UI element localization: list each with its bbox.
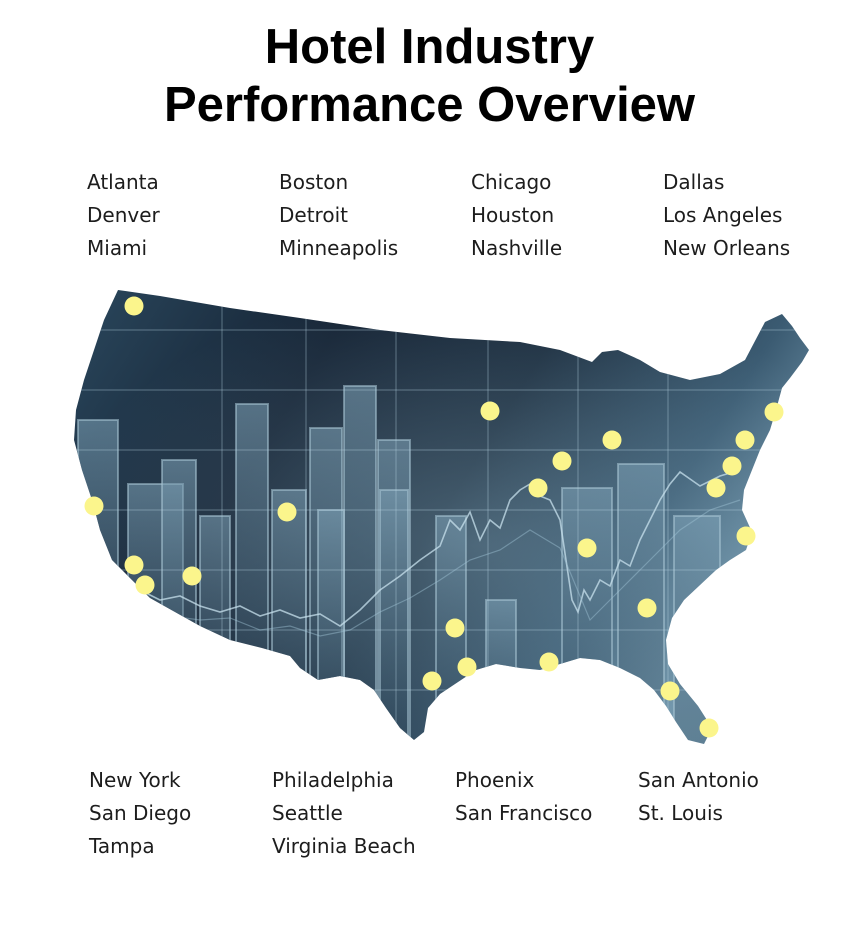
page-title: Hotel Industry Performance Overview (0, 18, 859, 134)
city-label: Detroit (279, 203, 348, 227)
title-line-1: Hotel Industry (264, 20, 595, 74)
title-line-2: Performance Overview (163, 78, 696, 132)
city-marker (124, 296, 144, 316)
city-label: San Antonio (638, 768, 759, 792)
city-label: Minneapolis (279, 236, 399, 260)
city-column: Boston Detroit Minneapolis (279, 166, 398, 265)
city-marker (528, 478, 548, 498)
city-column: San Antonio St. Louis (638, 764, 759, 830)
city-label: Miami (87, 236, 148, 260)
city-label: Dallas (663, 170, 725, 194)
city-label: New Orleans (663, 236, 791, 260)
city-label: Denver (87, 203, 160, 227)
city-marker (277, 502, 297, 522)
city-column: Philadelphia Seattle Virginia Beach (272, 764, 416, 863)
city-marker (699, 718, 719, 738)
city-label: Nashville (471, 236, 563, 260)
city-marker (577, 538, 597, 558)
city-column: New York San Diego Tampa (89, 764, 191, 863)
city-label: Houston (471, 203, 555, 227)
city-label: Phoenix (455, 768, 535, 792)
city-label: Boston (279, 170, 349, 194)
city-label: Tampa (89, 834, 155, 858)
city-label: Virginia Beach (272, 834, 416, 858)
city-label: Philadelphia (272, 768, 394, 792)
city-label: Seattle (272, 801, 343, 825)
city-marker (736, 526, 756, 546)
city-marker (124, 555, 144, 575)
city-marker (660, 681, 680, 701)
city-marker (445, 618, 465, 638)
city-label: Los Angeles (663, 203, 783, 227)
city-marker (457, 657, 477, 677)
city-label: Atlanta (87, 170, 159, 194)
city-label: New York (89, 768, 181, 792)
city-list-bottom: New York San Diego Tampa Philadelphia Se… (89, 764, 829, 869)
city-marker (706, 478, 726, 498)
city-marker (602, 430, 622, 450)
city-column: Phoenix San Francisco (455, 764, 592, 830)
city-label: San Francisco (455, 801, 593, 825)
city-label: Chicago (471, 170, 552, 194)
city-marker (422, 671, 442, 691)
city-marker (722, 456, 742, 476)
city-marker (637, 598, 657, 618)
city-marker (552, 451, 572, 471)
city-marker (135, 575, 155, 595)
city-list-top: Atlanta Denver Miami Boston Detroit Minn… (87, 166, 827, 271)
city-label: St. Louis (638, 801, 723, 825)
city-marker (84, 496, 104, 516)
city-marker (480, 401, 500, 421)
city-marker (735, 430, 755, 450)
city-column: Dallas Los Angeles New Orleans (663, 166, 790, 265)
city-column: Chicago Houston Nashville (471, 166, 562, 265)
city-marker (539, 652, 559, 672)
city-marker (182, 566, 202, 586)
city-marker (764, 402, 784, 422)
city-label: San Diego (89, 801, 192, 825)
city-column: Atlanta Denver Miami (87, 166, 160, 265)
